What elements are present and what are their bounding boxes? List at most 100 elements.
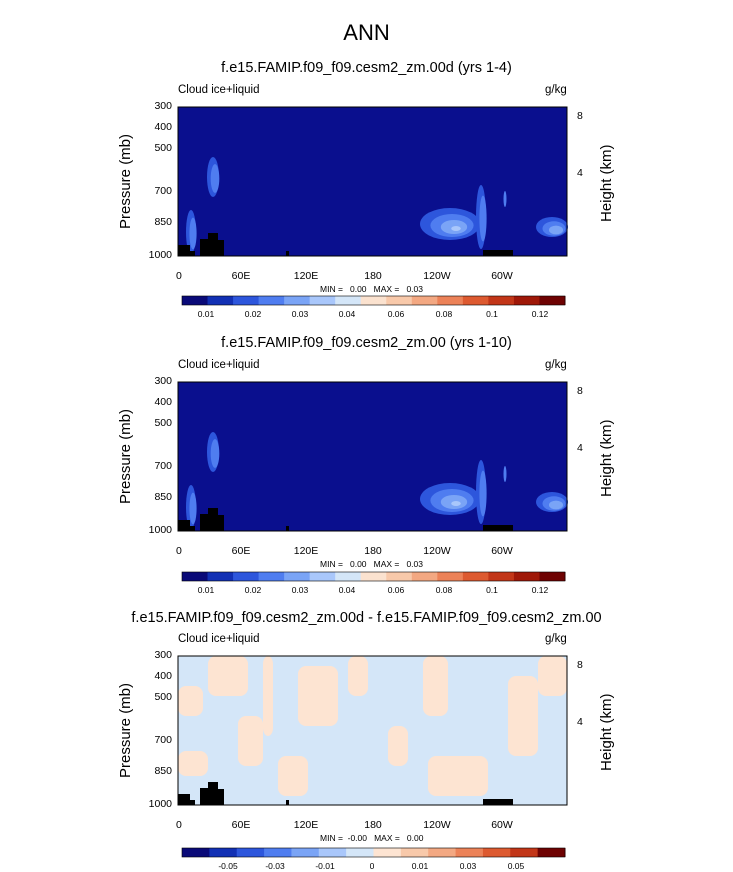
colorbar-tick-label: 0.03	[459, 861, 477, 871]
colorbar-swatch	[309, 296, 336, 305]
pressure-tick-label: 300	[154, 649, 172, 661]
colorbar-swatch	[209, 848, 238, 857]
colorbar-tick-label: 0.03	[291, 585, 309, 595]
colorbar-swatch	[400, 848, 429, 857]
colorbar-swatch	[386, 572, 413, 581]
colorbar-swatch	[488, 296, 515, 305]
colorbar-swatch	[437, 572, 464, 581]
pressure-tick-label: 300	[154, 375, 172, 387]
colorbar-tick-label: 0.03	[291, 309, 309, 319]
units-label: g/kg	[545, 84, 567, 96]
colorbar-frame	[181, 847, 566, 858]
difference-patch	[388, 726, 408, 766]
longitude-tick-label: 120W	[423, 270, 451, 282]
pressure-axis-title: Pressure (mb)	[117, 408, 134, 504]
pressure-tick-label: 850	[154, 216, 172, 229]
colorbar-swatch	[513, 572, 540, 581]
pressure-tick-label: 700	[154, 184, 172, 197]
colorbar-swatch	[428, 848, 457, 857]
longitude-tick-label: 60E	[231, 545, 251, 557]
colorbar-swatch	[510, 848, 539, 857]
height-axis-title: Height (km)	[598, 693, 615, 771]
plot-frame	[177, 381, 568, 532]
colorbar-tick-label: 0.12	[531, 309, 549, 319]
colorbar-swatch	[233, 572, 260, 581]
longitude-tick-label: 120E	[293, 545, 319, 557]
colorbar-tick-label: -0.03	[265, 861, 285, 871]
pressure-axis-title: Pressure (mb)	[117, 133, 134, 229]
colorbar-tick-label: 0.08	[435, 585, 453, 595]
difference-patch	[538, 656, 567, 696]
difference-patch	[178, 686, 203, 716]
colorbar-swatch	[284, 572, 311, 581]
pressure-tick-label: 500	[154, 141, 172, 154]
height-axis-title: Height (km)	[598, 419, 615, 497]
land-mask	[218, 515, 224, 531]
variable-label: Cloud ice+liquid	[178, 633, 260, 645]
units-label: g/kg	[545, 359, 567, 371]
cloud-contour	[451, 225, 461, 232]
plot-background	[178, 382, 567, 531]
height-axis-title: Height (km)	[598, 144, 615, 222]
colorbar-swatch	[233, 296, 260, 305]
height-tick-label: 4	[577, 167, 583, 180]
colorbar-tick-label: 0.02	[244, 309, 262, 319]
colorbar-tick-label: 0.04	[338, 309, 356, 319]
panel-title: f.e15.FAMIP.f09_f09.cesm2_zm.00d - f.e15…	[131, 610, 602, 626]
land-mask	[218, 789, 224, 805]
colorbar-swatch	[309, 572, 336, 581]
cloud-contour	[210, 439, 220, 468]
colorbar-swatch	[513, 296, 540, 305]
land-mask	[178, 245, 190, 256]
pressure-tick-label: 850	[154, 765, 172, 778]
colorbar-tick-label: 0.01	[197, 309, 215, 319]
land-mask	[483, 250, 513, 256]
height-tick-label: 4	[577, 716, 583, 729]
longitude-tick-label: 0	[176, 270, 182, 282]
difference-patch	[423, 656, 448, 716]
colorbar-swatch	[182, 296, 209, 305]
longitude-tick-label: 120E	[293, 270, 319, 282]
longitude-tick-label: 120W	[423, 819, 451, 831]
pressure-tick-label: 500	[154, 416, 172, 429]
colorbar-swatch	[291, 848, 320, 857]
land-mask	[200, 514, 208, 531]
colorbar-tick-label: 0.02	[244, 585, 262, 595]
colorbar-swatch	[207, 572, 234, 581]
cloud-contour	[451, 500, 461, 507]
land-mask	[200, 788, 208, 805]
longitude-tick-label: 60W	[491, 270, 513, 282]
pressure-tick-label: 400	[154, 395, 172, 408]
longitude-tick-label: 60E	[231, 819, 251, 831]
land-mask	[208, 233, 218, 256]
colorbar-tick-label: 0.1	[486, 309, 498, 319]
longitude-tick-label: 180	[364, 819, 382, 831]
panel-title: f.e15.FAMIP.f09_f09.cesm2_zm.00 (yrs 1-1…	[221, 335, 512, 351]
pressure-tick-label: 400	[154, 669, 172, 682]
pressure-tick-label: 850	[154, 491, 172, 504]
colorbar-swatch	[318, 848, 347, 857]
cloud-contour	[503, 466, 507, 482]
pressure-tick-label: 1000	[148, 249, 172, 261]
colorbar-tick-label: -0.05	[218, 861, 238, 871]
longitude-tick-label: 180	[364, 545, 382, 557]
colorbar-swatch	[284, 296, 311, 305]
colorbar-swatch	[258, 296, 285, 305]
colorbar-swatch	[539, 572, 566, 581]
colorbar-swatch	[482, 848, 511, 857]
difference-patch	[178, 751, 208, 776]
units-label: g/kg	[545, 633, 567, 645]
difference-patch	[508, 676, 538, 756]
pressure-tick-label: 1000	[148, 798, 172, 810]
cloud-contour	[548, 500, 564, 510]
colorbar-tick-label: 0.01	[411, 861, 429, 871]
colorbar-swatch	[411, 572, 438, 581]
pressure-tick-label: 700	[154, 733, 172, 746]
min-max-label: MIN = 0.00 MAX = 0.03	[320, 284, 423, 294]
colorbar-tick-label: -0.01	[315, 861, 335, 871]
heatmap-plot	[177, 106, 568, 257]
colorbar-swatch	[360, 572, 387, 581]
colorbar-swatch	[236, 848, 265, 857]
land-mask	[178, 794, 190, 805]
land-mask	[286, 800, 289, 805]
